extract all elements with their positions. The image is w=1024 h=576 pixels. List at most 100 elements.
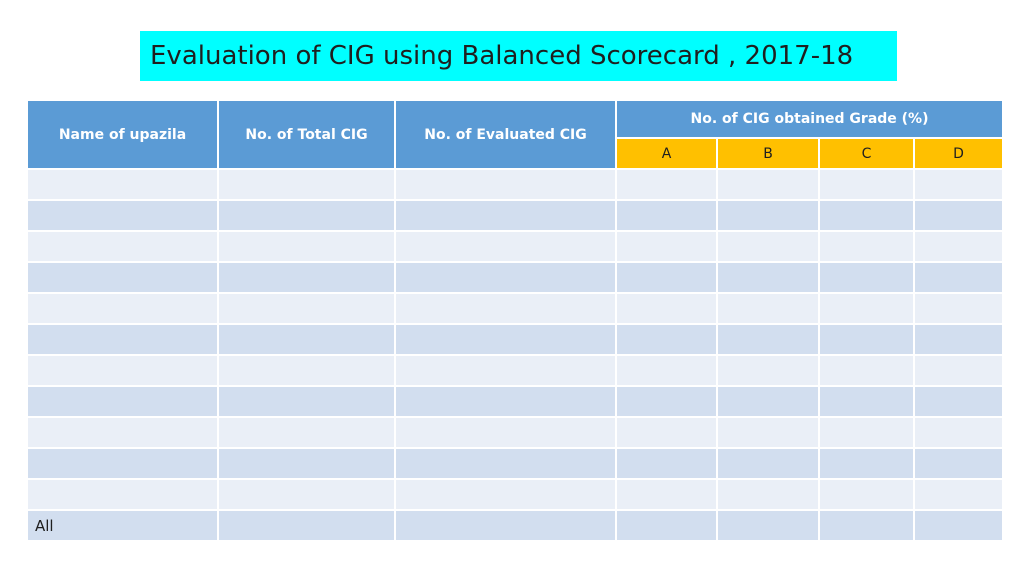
table-cell-b [716,416,820,449]
table-cell-upazila: All [26,509,219,542]
table-cell-d [912,199,1005,232]
table-cell-b [716,509,820,542]
table-row [26,199,1005,232]
table-cell-total-cig [217,168,396,201]
table-cell-upazila [26,385,219,418]
table-cell-evaluated-cig [394,168,617,201]
table-cell-total-cig [217,447,396,480]
table-row: All [26,509,1005,542]
table-row [26,354,1005,387]
column-header-total-cig: No. of Total CIG [217,99,396,170]
table-cell-c [818,447,915,480]
table-row [26,385,1005,418]
table-cell-b [716,447,820,480]
table-cell-b [716,323,820,356]
table-cell-total-cig [217,478,396,511]
table-cell-c [818,323,915,356]
table-cell-total-cig [217,509,396,542]
table-cell-d [912,323,1005,356]
table-cell-upazila [26,199,219,232]
table-cell-d [912,168,1005,201]
table-cell-evaluated-cig [394,385,617,418]
table-cell-b [716,261,820,294]
table-cell-d [912,261,1005,294]
table-cell-b [716,230,820,263]
table-row [26,292,1005,325]
table-cell-evaluated-cig [394,478,617,511]
table-cell-c [818,385,915,418]
table-cell-b [716,292,820,325]
table-body: All [26,168,1005,542]
table-cell-b [716,478,820,511]
table-cell-upazila [26,261,219,294]
table-cell-evaluated-cig [394,261,617,294]
table-cell-a [615,447,718,480]
table-cell-a [615,354,718,387]
table-cell-total-cig [217,323,396,356]
table-cell-upazila [26,416,219,449]
table-cell-upazila [26,230,219,263]
table-row [26,230,1005,263]
table-cell-c [818,261,915,294]
scorecard-table: Name of upazila No. of Total CIG No. of … [26,99,1005,542]
grade-header-c: C [818,137,915,170]
table-cell-upazila [26,447,219,480]
table-cell-c [818,354,915,387]
table-cell-evaluated-cig [394,447,617,480]
grade-header-d: D [912,137,1005,170]
table-cell-total-cig [217,416,396,449]
grade-header-a: A [615,137,718,170]
table-cell-b [716,354,820,387]
table-cell-c [818,416,915,449]
table-cell-b [716,199,820,232]
table-cell-a [615,199,718,232]
table-cell-d [912,230,1005,263]
table-cell-evaluated-cig [394,509,617,542]
table-cell-d [912,447,1005,480]
table-cell-a [615,168,718,201]
table-cell-d [912,354,1005,387]
table-cell-d [912,292,1005,325]
table-cell-total-cig [217,199,396,232]
table-cell-upazila [26,292,219,325]
column-header-grade-group: No. of CIG obtained Grade (%) [614,99,1005,139]
table-cell-a [615,230,718,263]
table-cell-evaluated-cig [394,354,617,387]
header-row: Name of upazila No. of Total CIG No. of … [26,99,1005,170]
table-cell-a [615,323,718,356]
table-cell-evaluated-cig [394,292,617,325]
table-cell-upazila [26,478,219,511]
column-header-evaluated-cig: No. of Evaluated CIG [394,99,617,170]
table-row [26,323,1005,356]
table-cell-upazila [26,168,219,201]
table-cell-c [818,199,915,232]
table-row [26,261,1005,294]
table-cell-a [615,385,718,418]
table-row [26,447,1005,480]
table-cell-b [716,385,820,418]
table-cell-c [818,168,915,201]
table-cell-a [615,292,718,325]
grade-header-b: B [716,137,820,170]
table-cell-a [615,416,718,449]
table-cell-d [912,385,1005,418]
table-cell-a [615,478,718,511]
table-cell-c [818,292,915,325]
table-cell-upazila [26,354,219,387]
grade-header-row: A B C D [27,137,1005,170]
table-cell-a [615,509,718,542]
column-header-upazila: Name of upazila [26,99,219,170]
table-cell-total-cig [217,354,396,387]
table-cell-upazila [26,323,219,356]
table-cell-evaluated-cig [394,416,617,449]
table-row [26,168,1005,201]
table-cell-evaluated-cig [394,323,617,356]
table-cell-total-cig [217,385,396,418]
table-cell-total-cig [217,230,396,263]
table-cell-c [818,478,915,511]
table-row [26,416,1005,449]
table-cell-total-cig [217,261,396,294]
table-cell-c [818,230,915,263]
table-cell-total-cig [217,292,396,325]
